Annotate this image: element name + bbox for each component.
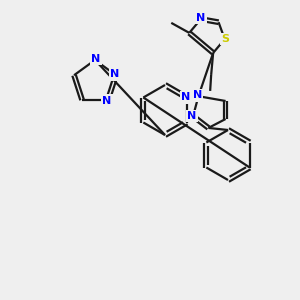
Text: N: N (110, 69, 119, 79)
Text: N: N (92, 54, 100, 64)
Text: S: S (222, 34, 230, 44)
Text: N: N (193, 90, 202, 100)
Text: N: N (188, 111, 197, 121)
Text: N: N (196, 13, 206, 23)
Text: N: N (102, 96, 112, 106)
Text: N: N (181, 92, 190, 103)
